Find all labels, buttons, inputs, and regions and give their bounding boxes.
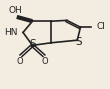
Text: Cl: Cl <box>96 22 105 31</box>
Text: HN: HN <box>4 28 17 37</box>
Text: O: O <box>42 57 48 66</box>
Text: O: O <box>17 57 23 66</box>
Text: S: S <box>75 37 82 47</box>
Text: S: S <box>29 40 36 49</box>
Text: OH: OH <box>9 6 23 15</box>
